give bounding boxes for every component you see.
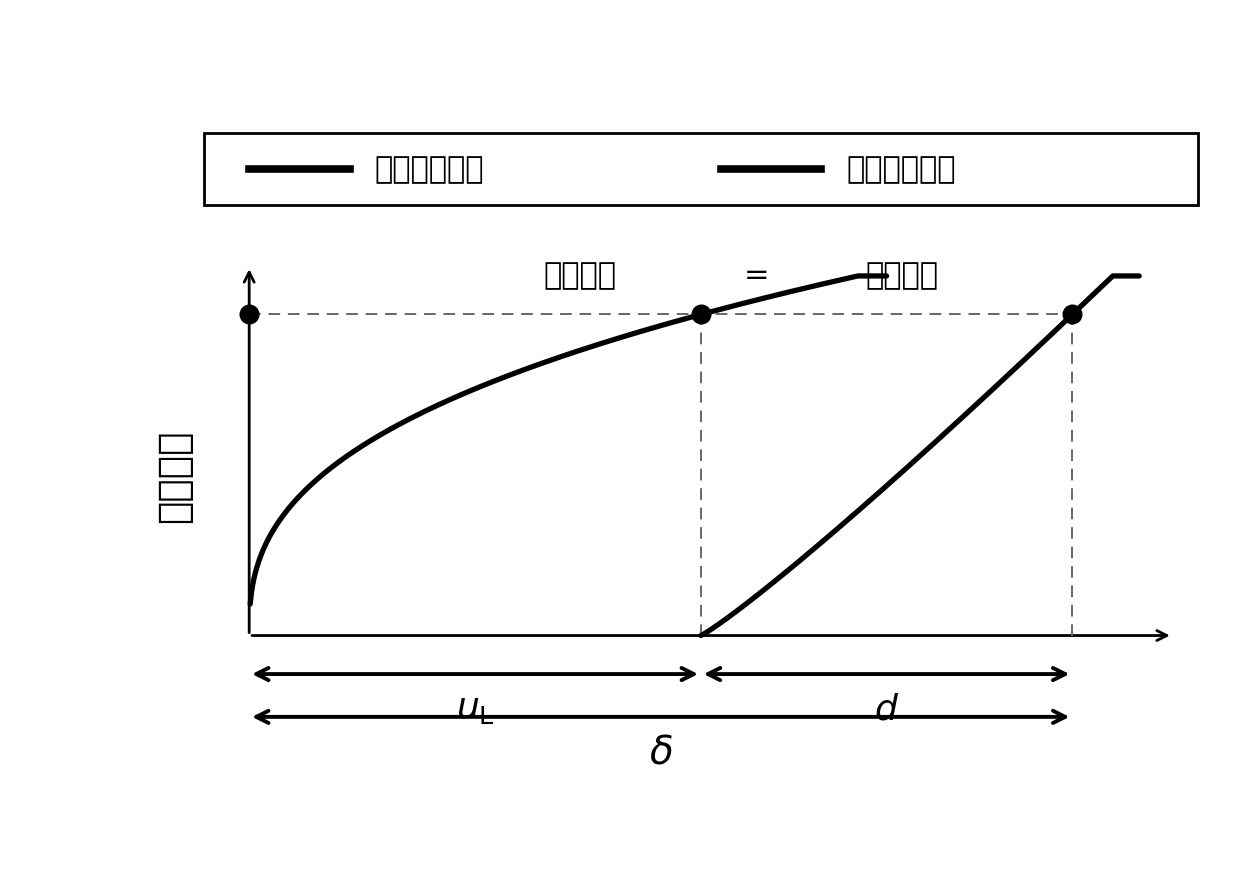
Point bbox=[691, 308, 711, 322]
Text: 径向载荷: 径向载荷 bbox=[155, 428, 193, 522]
Text: $\delta$: $\delta$ bbox=[649, 734, 673, 771]
Point bbox=[239, 308, 259, 322]
Text: 叶尖弹性载荷: 叶尖弹性载荷 bbox=[846, 155, 956, 184]
Text: 弹性载荷: 弹性载荷 bbox=[544, 261, 618, 290]
Text: =: = bbox=[743, 261, 769, 290]
Text: $d$: $d$ bbox=[874, 691, 899, 725]
Text: 侵入载荷: 侵入载荷 bbox=[866, 261, 939, 290]
Text: $u_\mathrm{L}$: $u_\mathrm{L}$ bbox=[455, 691, 495, 725]
Text: 机匣侵入载荷: 机匣侵入载荷 bbox=[374, 155, 484, 184]
Point bbox=[1063, 308, 1083, 322]
FancyBboxPatch shape bbox=[205, 133, 1198, 206]
